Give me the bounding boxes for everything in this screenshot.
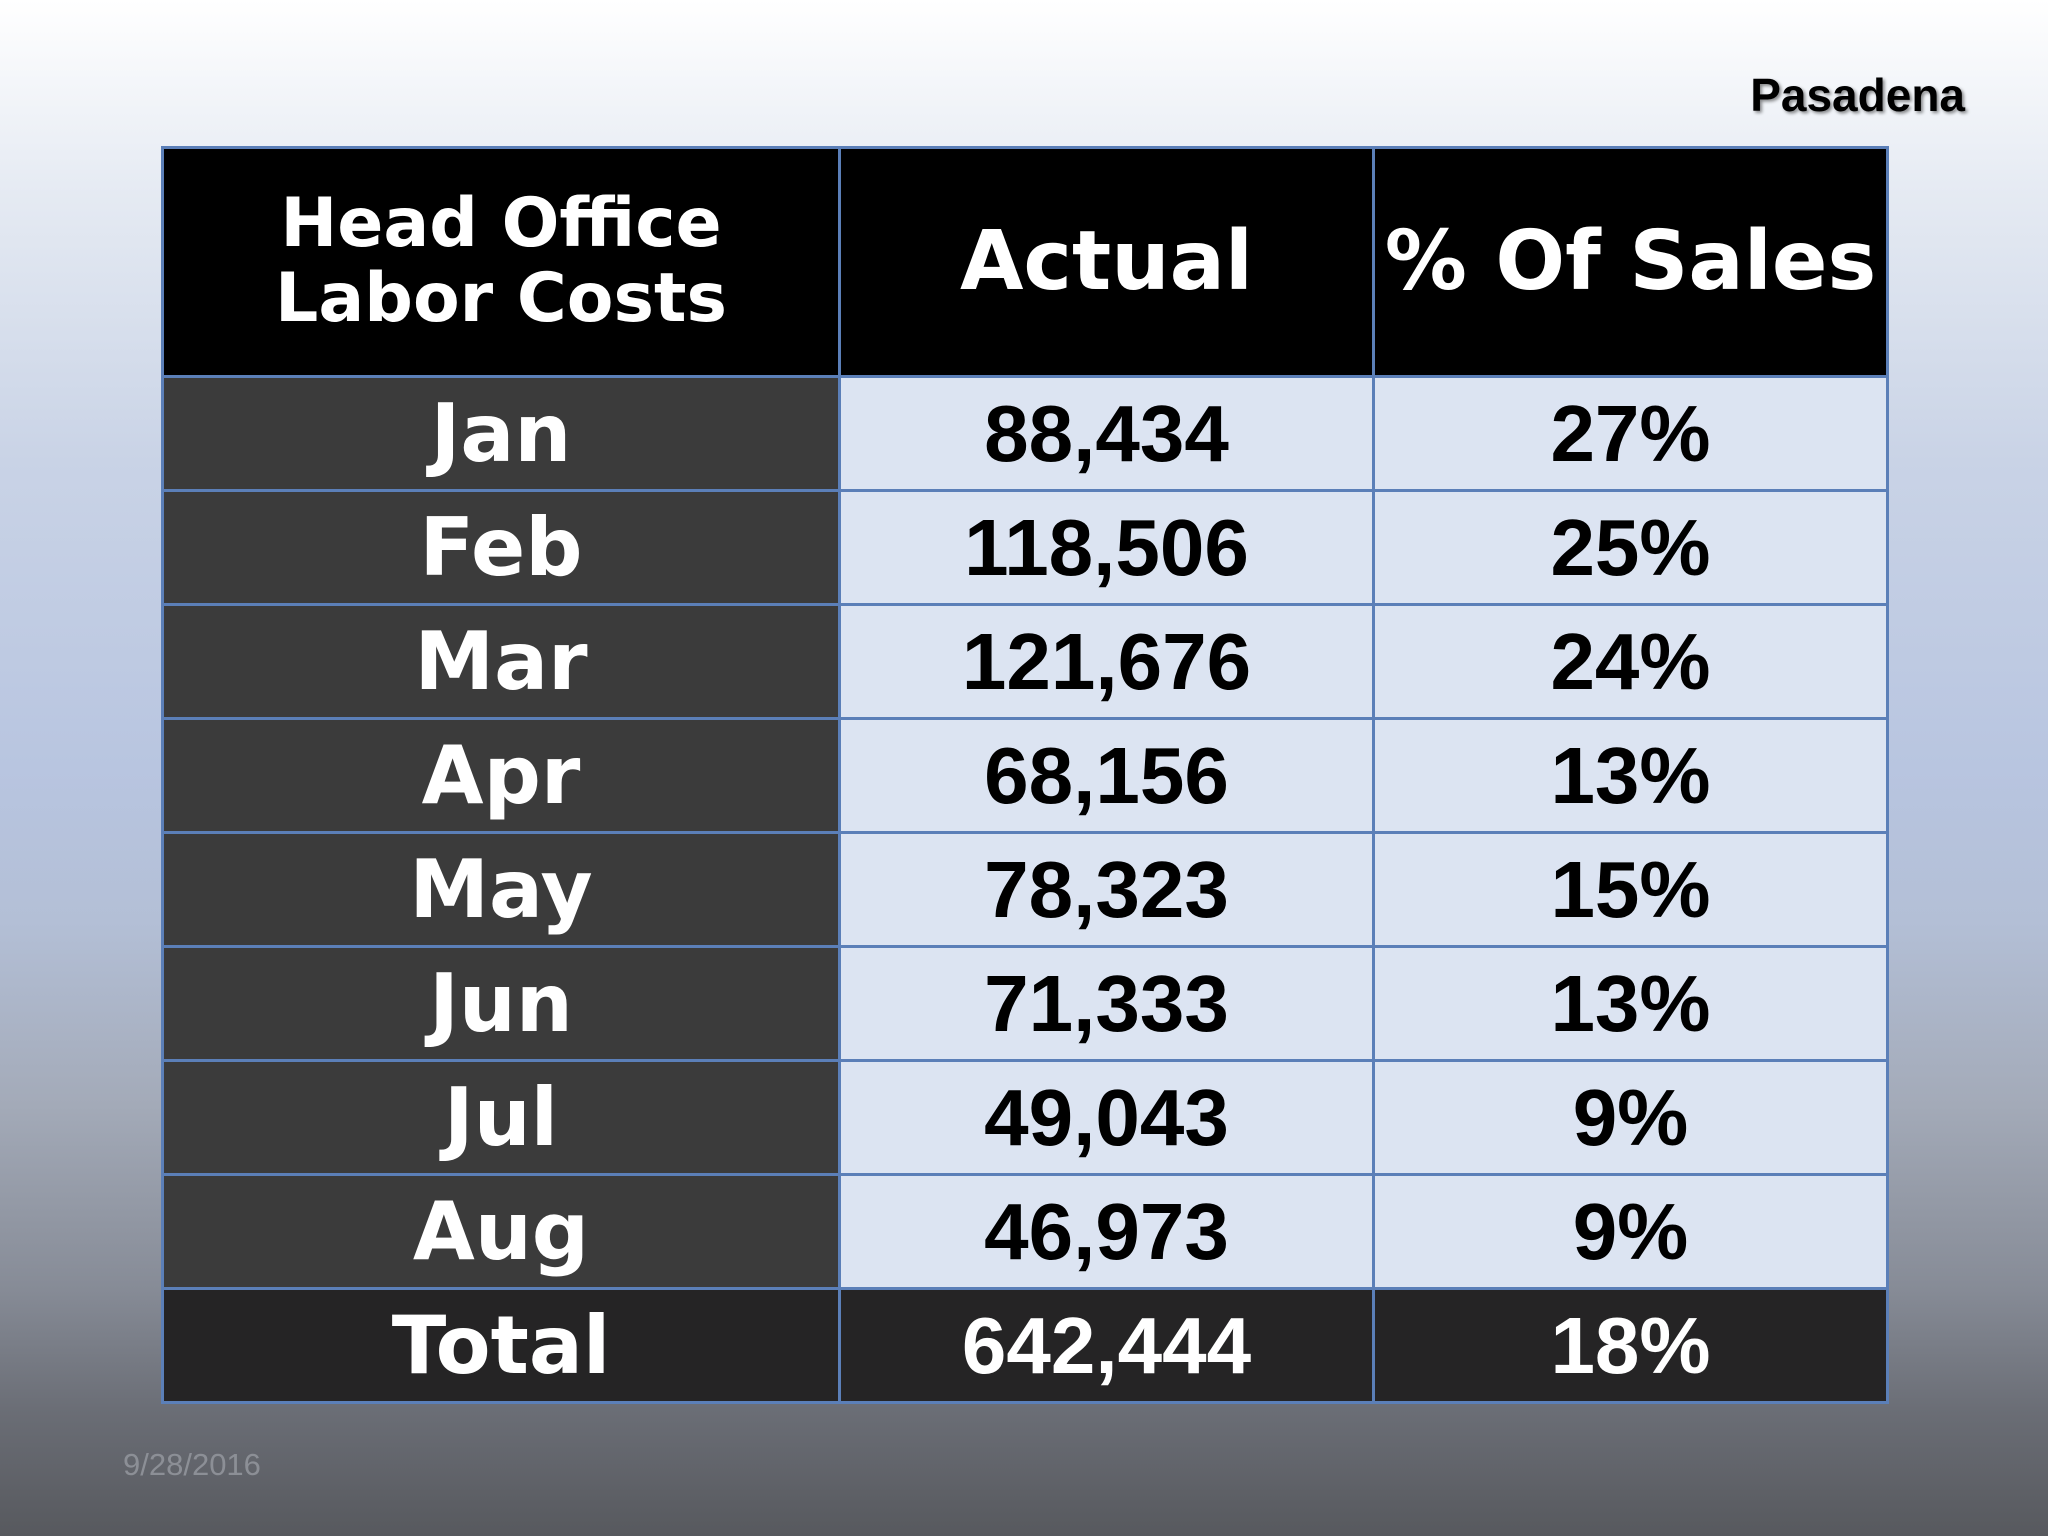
pct-of-sales-cell: 25% (1372, 489, 1889, 606)
header-actual: Actual (838, 146, 1375, 378)
actual-cell: 78,323 (838, 831, 1375, 948)
month-cell: Feb (161, 489, 841, 606)
actual-cell: 121,676 (838, 603, 1375, 720)
pct-of-sales-cell: 13% (1372, 717, 1889, 834)
actual-cell: 49,043 (838, 1059, 1375, 1176)
actual-cell: 46,973 (838, 1173, 1375, 1290)
month-cell: May (161, 831, 841, 948)
month-cell: Mar (161, 603, 841, 720)
labor-costs-table: Head Office Labor Costs Actual % Of Sale… (161, 146, 1889, 1404)
pct-of-sales-cell: 15% (1372, 831, 1889, 948)
total-pct: 18% (1372, 1287, 1889, 1404)
actual-cell: 68,156 (838, 717, 1375, 834)
pct-of-sales-cell: 9% (1372, 1059, 1889, 1176)
actual-cell: 71,333 (838, 945, 1375, 1062)
month-cell: Jul (161, 1059, 841, 1176)
pct-of-sales-cell: 9% (1372, 1173, 1889, 1290)
table-row: Apr 68,156 13% (161, 717, 1889, 834)
total-row: Total 642,444 18% (161, 1287, 1889, 1404)
slide-date: 9/28/2016 (123, 1447, 261, 1482)
pct-of-sales-cell: 13% (1372, 945, 1889, 1062)
header-label: Head Office Labor Costs (161, 146, 841, 378)
table-row: Jun 71,333 13% (161, 945, 1889, 1062)
month-cell: Jun (161, 945, 841, 1062)
table-row: Mar 121,676 24% (161, 603, 1889, 720)
total-actual: 642,444 (838, 1287, 1375, 1404)
pct-of-sales-cell: 24% (1372, 603, 1889, 720)
header-pct-of-sales: % Of Sales (1372, 146, 1889, 378)
actual-cell: 88,434 (838, 375, 1375, 492)
month-cell: Apr (161, 717, 841, 834)
location-title: Pasadena (1750, 69, 1965, 121)
actual-cell: 118,506 (838, 489, 1375, 606)
table-body: Jan 88,434 27% Feb 118,506 25% Mar 121,676 24% Ap… (161, 375, 1889, 1290)
table-row: Aug 46,973 9% (161, 1173, 1889, 1290)
table-row: Jan 88,434 27% (161, 375, 1889, 492)
table-row: May 78,323 15% (161, 831, 1889, 948)
total-label: Total (161, 1287, 841, 1404)
month-cell: Aug (161, 1173, 841, 1290)
month-cell: Jan (161, 375, 841, 492)
table-row: Feb 118,506 25% (161, 489, 1889, 606)
table-row: Jul 49,043 9% (161, 1059, 1889, 1176)
table-header-row: Head Office Labor Costs Actual % Of Sale… (161, 146, 1889, 378)
pct-of-sales-cell: 27% (1372, 375, 1889, 492)
